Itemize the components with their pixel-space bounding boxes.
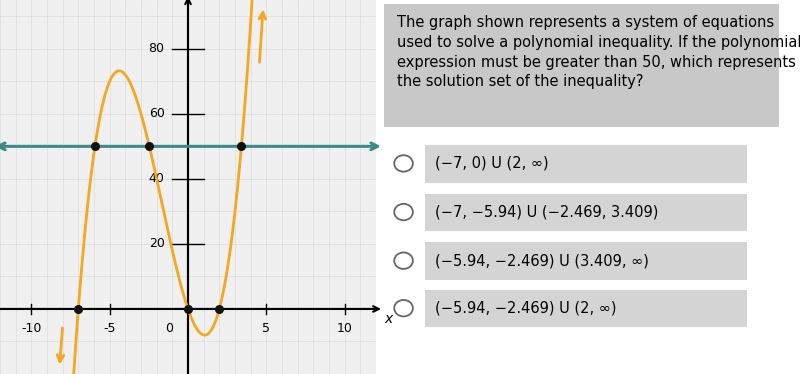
Text: The graph shown represents a system of equations
used to solve a polynomial ineq: The graph shown represents a system of e…	[397, 15, 800, 89]
Text: (−7, −5.94) U (−2.469, 3.409): (−7, −5.94) U (−2.469, 3.409)	[435, 205, 658, 220]
Text: 80: 80	[149, 42, 165, 55]
Text: (−5.94, −2.469) U (3.409, ∞): (−5.94, −2.469) U (3.409, ∞)	[435, 253, 650, 268]
Text: -10: -10	[21, 322, 42, 335]
Text: (−5.94, −2.469) U (2, ∞): (−5.94, −2.469) U (2, ∞)	[435, 301, 617, 316]
Text: 5: 5	[262, 322, 270, 335]
Text: 60: 60	[149, 107, 165, 120]
Text: x: x	[385, 312, 393, 326]
Text: 40: 40	[149, 172, 165, 186]
Text: (−7, 0) U (2, ∞): (−7, 0) U (2, ∞)	[435, 156, 549, 171]
Text: 20: 20	[149, 237, 165, 251]
FancyBboxPatch shape	[425, 290, 747, 327]
Text: 0: 0	[165, 322, 173, 335]
Text: 10: 10	[337, 322, 353, 335]
Text: -5: -5	[103, 322, 116, 335]
FancyBboxPatch shape	[425, 194, 747, 231]
FancyBboxPatch shape	[425, 145, 747, 183]
FancyBboxPatch shape	[425, 242, 747, 280]
FancyBboxPatch shape	[385, 4, 778, 127]
